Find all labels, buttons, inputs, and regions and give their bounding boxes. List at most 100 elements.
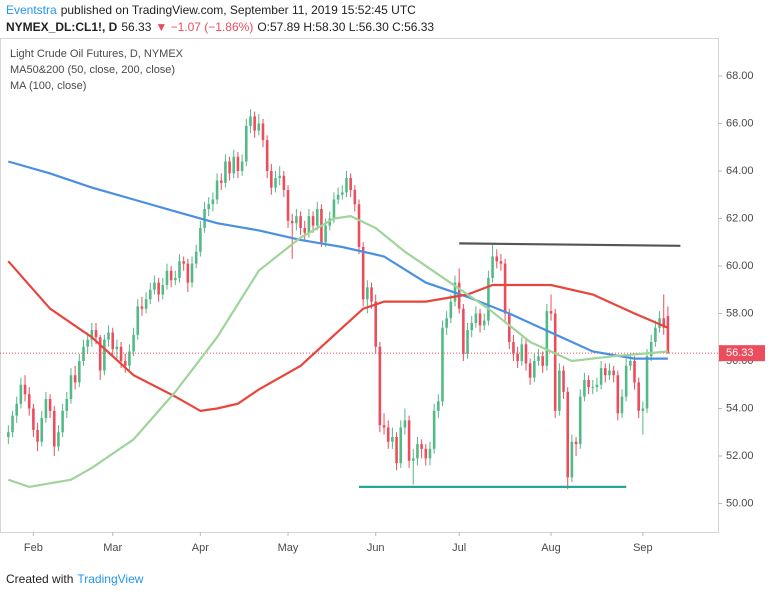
candle-body [637,382,640,411]
candle-body [299,216,302,228]
candle-body [90,330,94,340]
candle-body [424,448,428,459]
candle-body [132,334,135,352]
candle-body [503,263,507,314]
candle-body [649,342,653,357]
candle-body [445,318,448,328]
last-price-label: 56.33 [726,347,754,359]
candle-body [437,401,440,411]
candle-body [482,320,486,326]
drawn-line [459,242,681,247]
candle-body [478,313,482,326]
candle-body [136,306,140,335]
candle-body [153,282,156,290]
candle-body [290,220,294,224]
candle-body [345,178,348,193]
legend-entry: MA50&200 (50, close, 200, close) [10,64,175,76]
candle-body [624,365,628,397]
x-tick-label: Mar [103,542,122,554]
candle-body [123,361,127,366]
candle-body [228,161,231,174]
candle-body [395,437,398,464]
candle-body [407,420,411,461]
candle-body [94,330,98,338]
candle-body [111,332,115,350]
candle-body [265,140,269,171]
candle-body [432,410,436,449]
candle-body [178,261,181,278]
candle-body [357,204,361,247]
candle-body [249,116,252,126]
chart: 50.0052.0054.0056.0058.0060.0062.0064.00… [0,38,765,554]
candle-body [620,396,624,414]
candle-body [128,351,131,366]
candle-body [324,225,327,243]
candle-body [595,384,599,388]
candle-body [353,190,357,205]
candle-body [161,285,165,295]
candle-body [666,316,670,354]
candle-body [224,161,227,183]
candle-body [654,327,657,342]
candle-body [65,399,69,411]
ohlc-text: O:57.89 H:58.30 L:56.30 C:56.33 [257,20,435,34]
candle-body [253,116,256,131]
x-tick-label: Jun [367,542,385,554]
candle-body [257,123,261,131]
candle-body [219,180,223,183]
candle-body [570,441,574,478]
candle-body [27,394,31,409]
candle-body [107,332,110,340]
candle-body [11,415,14,433]
footer-brand[interactable]: TradingView [77,572,144,586]
candle-body [36,429,39,442]
y-tick-label: 60.00 [726,260,754,272]
candle-body [487,277,490,321]
candle-body [349,178,352,190]
candle-body [474,313,478,323]
candle-body [583,380,586,397]
candle-body [533,361,536,378]
candle-body [466,330,469,354]
candle-body [612,370,615,376]
candle-body [169,270,173,281]
candle-body [148,289,152,300]
candle-body [182,261,185,264]
candle-body [528,363,532,378]
change: ▼ −1.07 (−1.86%) [155,20,254,34]
candle-body [103,339,106,371]
symbol: NYMEX_DL:CL1!, D [6,20,118,34]
candle-body [52,410,56,447]
candle-body [157,282,160,295]
candle-body [378,346,382,426]
candle-body [491,256,494,278]
footer: Created with TradingView [6,572,147,586]
candle-body [562,370,565,392]
candle-body [524,344,528,364]
author[interactable]: Eventstra [6,3,57,17]
candle-body [382,425,386,428]
candle-body [199,228,202,252]
candle-body [553,313,557,411]
candle-body [558,370,561,411]
ma-line [7,160,668,360]
last: 56.33 [121,20,152,34]
candle-body [240,161,244,171]
symbol-line: NYMEX_DL:CL1!, D 56.33 ▼ −1.07 (−1.86%) O:5… [6,20,438,34]
candle-body [144,299,148,309]
candle-body [295,216,298,224]
candle-body [282,175,286,190]
candle-body [40,418,44,442]
candle-body [207,204,211,209]
candle-body [441,327,444,402]
candle-body [32,408,35,430]
y-tick-label: 66.00 [726,117,754,129]
candle-body [462,308,465,354]
candle-body [341,192,344,195]
y-tick-label: 58.00 [726,307,754,319]
candle-body [399,427,403,464]
x-tick-label: Jul [452,542,466,554]
candle-body [374,301,377,347]
x-tick-label: Sep [633,542,653,554]
candle-body [566,391,570,478]
